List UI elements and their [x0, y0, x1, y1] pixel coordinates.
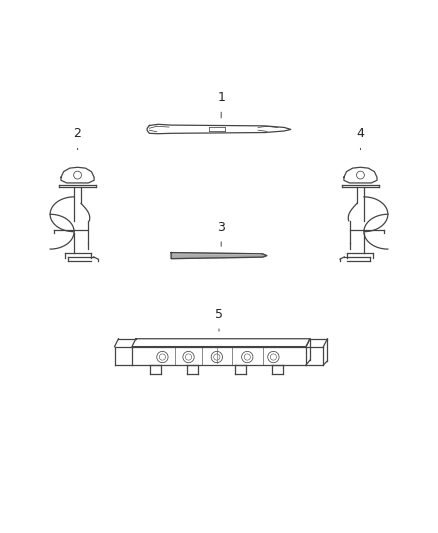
- Text: 2: 2: [74, 127, 81, 140]
- Text: 5: 5: [215, 308, 223, 321]
- Text: 3: 3: [217, 221, 225, 234]
- Text: 4: 4: [357, 127, 364, 140]
- Text: 1: 1: [217, 91, 225, 104]
- Polygon shape: [171, 253, 267, 259]
